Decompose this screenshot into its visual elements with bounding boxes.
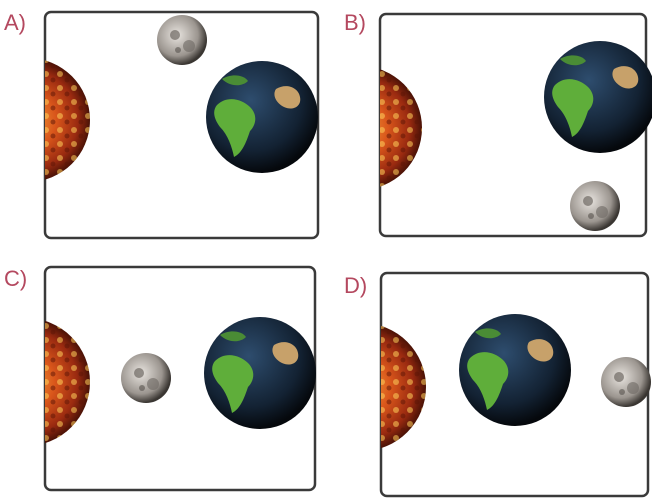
panel-label: A)	[4, 10, 26, 35]
moon	[601, 357, 651, 407]
earth	[206, 61, 318, 173]
sun	[45, 320, 90, 444]
earth	[204, 317, 316, 429]
sun	[380, 69, 422, 187]
panel-label: C)	[4, 266, 27, 291]
panel-b: B)	[344, 10, 652, 238]
moon	[570, 181, 620, 231]
earth	[459, 314, 571, 426]
sun	[45, 60, 90, 180]
panel-label: D)	[344, 273, 367, 298]
panel-a: A)	[4, 10, 320, 240]
sun	[381, 325, 426, 449]
earth	[544, 41, 652, 153]
moon	[121, 353, 171, 403]
panel-c: C)	[4, 265, 317, 492]
panel-label: B)	[344, 10, 366, 35]
panel-d: D)	[344, 271, 651, 498]
moon	[157, 15, 207, 65]
